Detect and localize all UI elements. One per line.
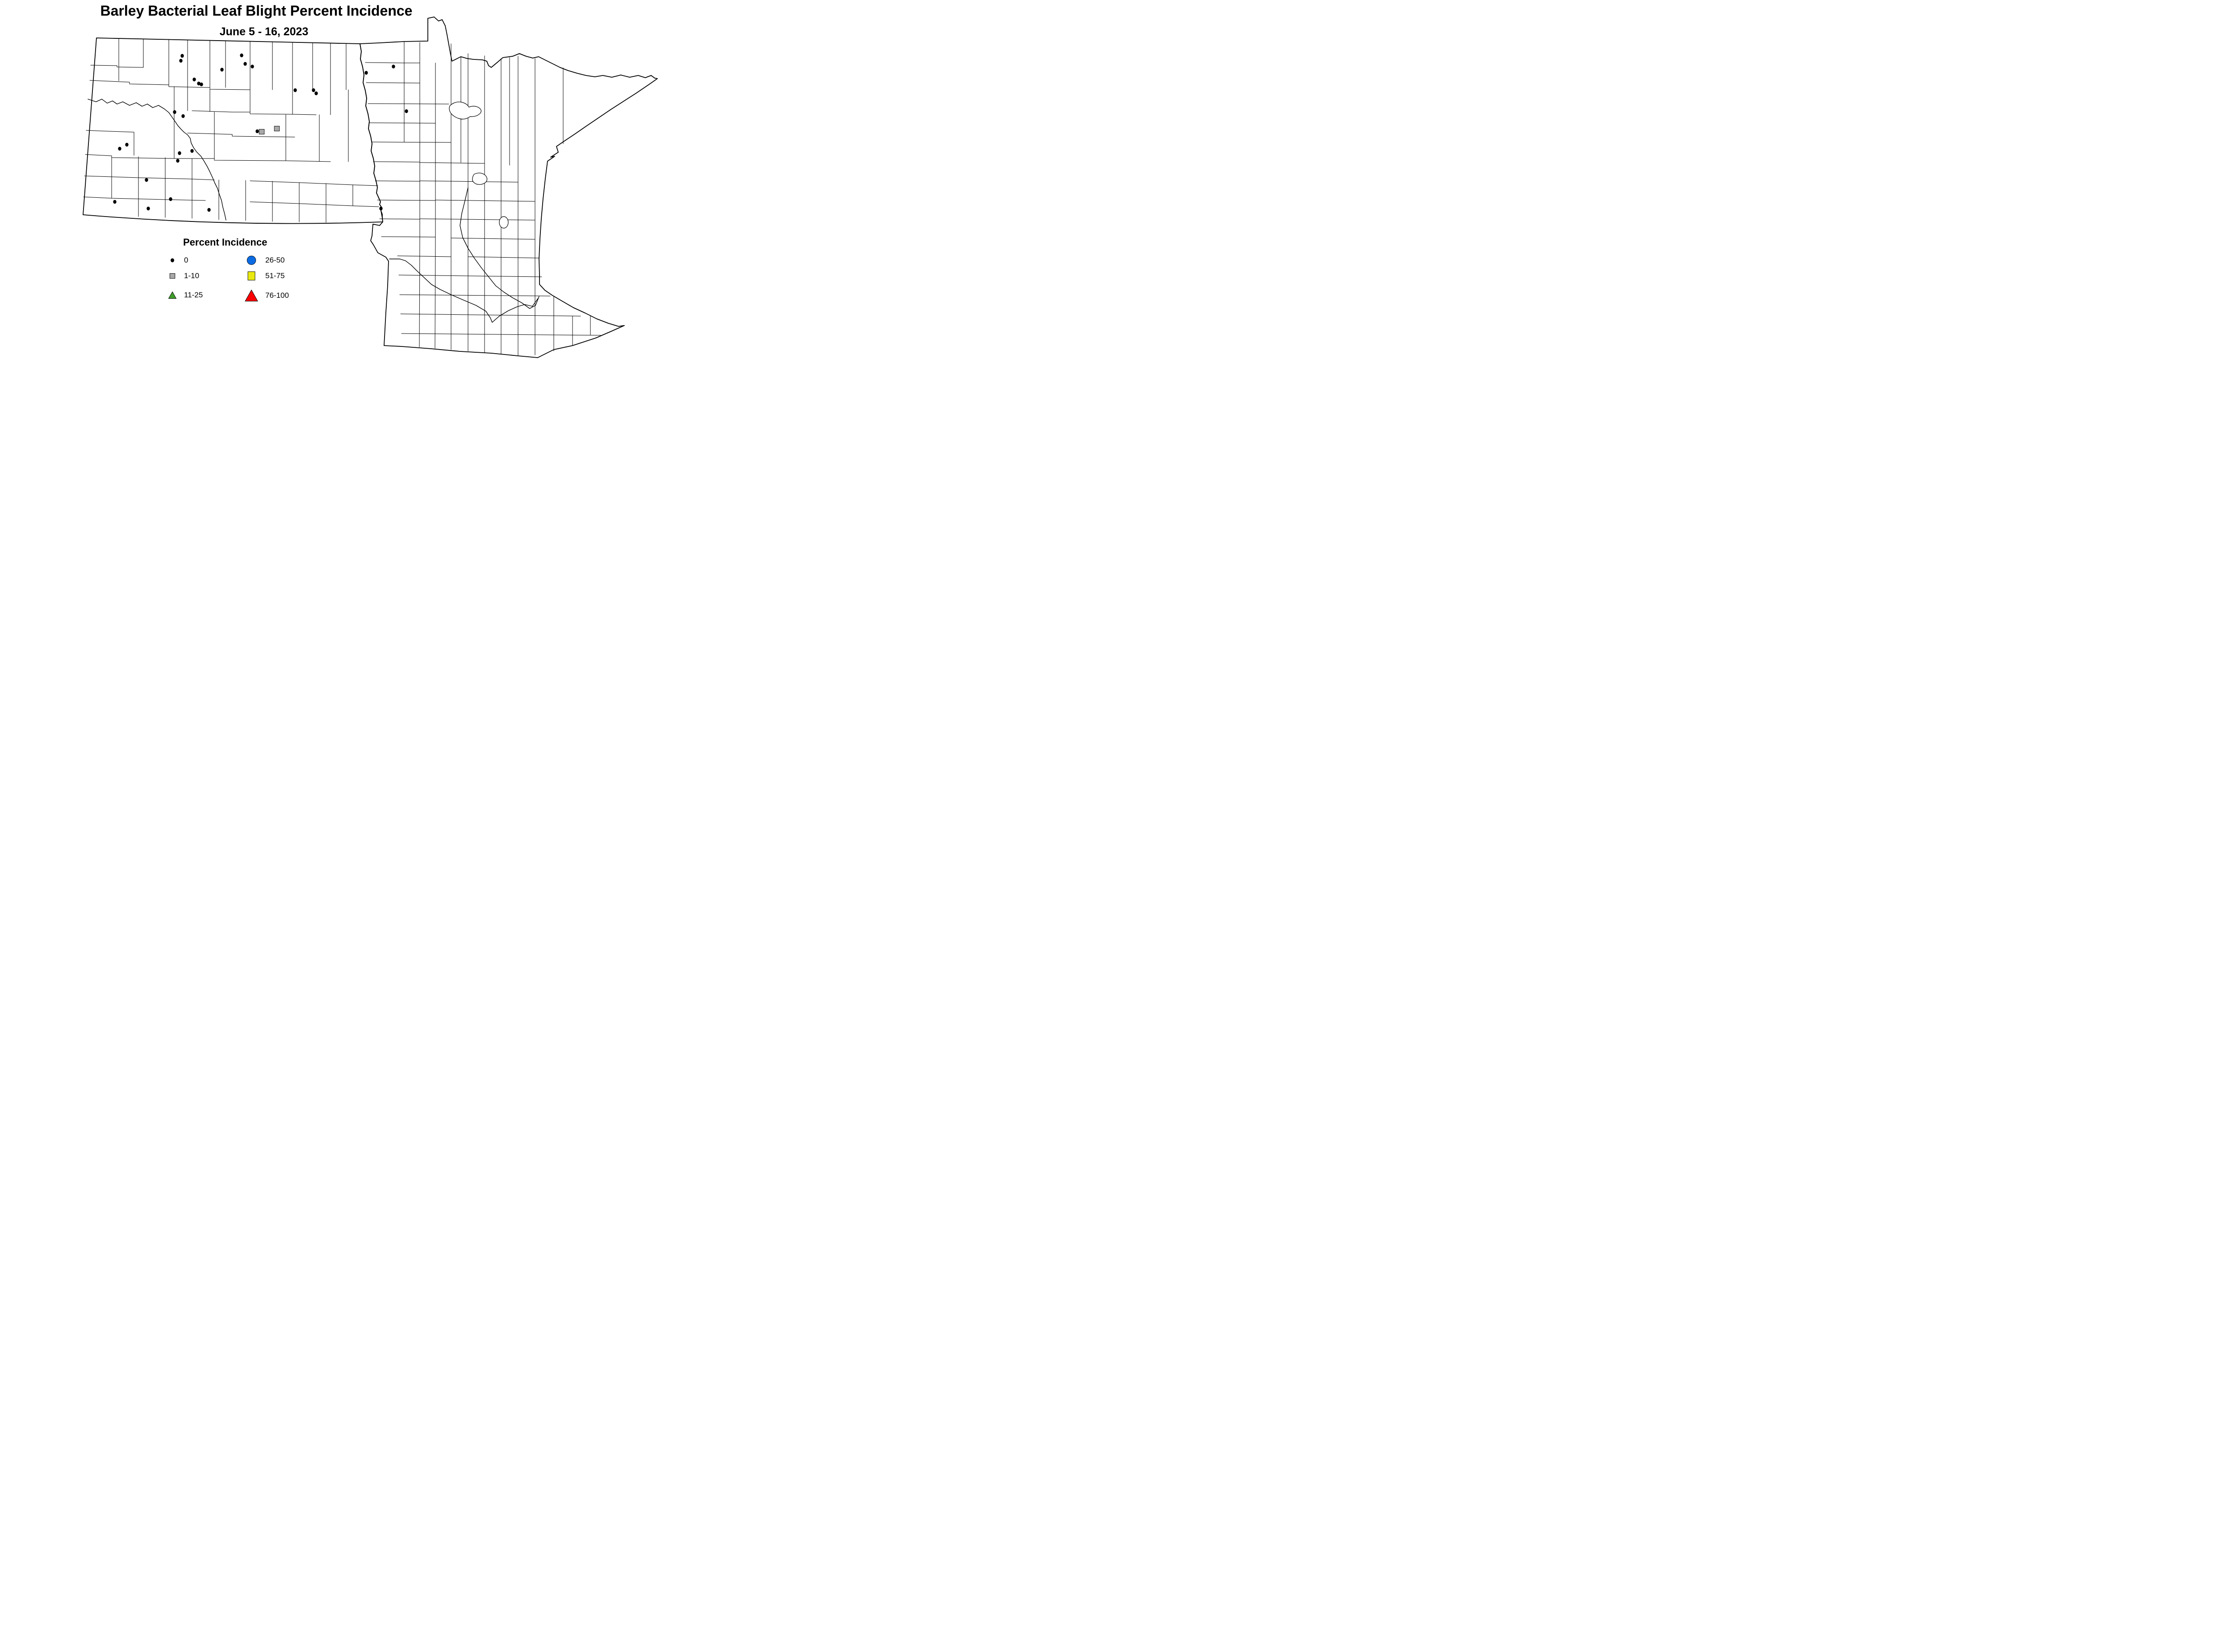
county-boundary bbox=[168, 86, 251, 90]
legend-label: 76-100 bbox=[265, 291, 289, 300]
map-canvas bbox=[83, 17, 658, 358]
incidence-markers bbox=[113, 53, 408, 212]
legend-label: 11-25 bbox=[184, 291, 203, 299]
map-marker-0 bbox=[176, 159, 180, 163]
map-marker-0 bbox=[240, 53, 243, 58]
legend-label: 51-75 bbox=[265, 271, 285, 280]
map-marker-1-10 bbox=[259, 129, 265, 134]
map-marker-0 bbox=[220, 67, 224, 72]
county-boundary bbox=[187, 133, 295, 138]
map-marker-0 bbox=[181, 114, 185, 118]
county-boundary bbox=[399, 294, 551, 296]
legend-item-1-10: 1-10 bbox=[163, 269, 199, 283]
county-boundary bbox=[419, 237, 420, 347]
map-marker-0 bbox=[364, 71, 368, 75]
legend-item-11-25: 11-25 bbox=[163, 288, 203, 302]
map-marker-0 bbox=[255, 129, 259, 133]
county-boundary bbox=[397, 255, 452, 257]
page-subtitle: June 5 - 16, 2023 bbox=[219, 25, 309, 38]
map-marker-0 bbox=[173, 110, 176, 114]
map-marker-0 bbox=[251, 64, 254, 69]
legend-item-26-50: 26-50 bbox=[243, 254, 284, 267]
legend-item-0: 0 bbox=[163, 254, 188, 267]
map-marker-0 bbox=[113, 200, 117, 204]
legend-title: Percent Incidence bbox=[183, 237, 268, 248]
county-boundary bbox=[419, 180, 519, 183]
map-figure: Barley Bacterial Leaf Blight Percent Inc… bbox=[0, 0, 688, 363]
map-marker-0 bbox=[180, 54, 184, 58]
map-marker-0 bbox=[118, 146, 121, 151]
black-dot-icon bbox=[171, 258, 174, 263]
minnesota-outline bbox=[360, 17, 658, 358]
map-marker-0 bbox=[243, 62, 247, 66]
map-marker-1-10 bbox=[274, 126, 280, 131]
green-triangle-icon bbox=[168, 291, 177, 299]
minnesota-river bbox=[389, 259, 539, 323]
county-boundary bbox=[435, 200, 535, 202]
county-boundary bbox=[84, 175, 215, 180]
red-triangle-icon bbox=[245, 289, 258, 301]
map-marker-0 bbox=[314, 91, 318, 96]
county-boundary bbox=[86, 130, 134, 133]
map-marker-0 bbox=[379, 206, 383, 211]
map-marker-0 bbox=[169, 197, 172, 201]
map-marker-0 bbox=[197, 81, 201, 86]
map-marker-0 bbox=[405, 109, 408, 113]
legend-item-51-75: 51-75 bbox=[243, 269, 284, 283]
page-title: Barley Bacterial Leaf Blight Percent Inc… bbox=[100, 3, 413, 19]
mn-county-lines bbox=[365, 41, 601, 356]
map-marker-0 bbox=[293, 88, 297, 92]
legend-item-76-100: 76-100 bbox=[243, 289, 289, 302]
missouri-river bbox=[88, 99, 226, 221]
county-boundary bbox=[192, 110, 317, 115]
county-boundary bbox=[90, 65, 144, 68]
legend-label: 1-10 bbox=[184, 271, 200, 280]
map-marker-0 bbox=[207, 208, 211, 212]
map-marker-0 bbox=[146, 206, 150, 211]
gray-square-icon bbox=[169, 273, 176, 279]
mississippi-river bbox=[460, 187, 539, 309]
county-boundary bbox=[83, 196, 206, 201]
county-boundary bbox=[468, 256, 539, 259]
map-marker-0 bbox=[312, 88, 315, 92]
county-boundary bbox=[89, 80, 169, 85]
red-lake bbox=[449, 101, 481, 120]
leech-lake bbox=[472, 172, 488, 185]
legend-label: 0 bbox=[184, 256, 188, 264]
county-boundary bbox=[250, 180, 378, 186]
yellow-square-icon bbox=[247, 271, 255, 280]
blue-circle-icon bbox=[247, 255, 256, 265]
map-marker-0 bbox=[392, 64, 395, 69]
map-marker-0 bbox=[145, 178, 148, 182]
county-boundary bbox=[398, 275, 542, 277]
map-marker-0 bbox=[178, 151, 181, 155]
map-marker-0 bbox=[179, 58, 183, 63]
map-marker-0 bbox=[190, 149, 194, 153]
county-boundary bbox=[419, 218, 535, 221]
map-marker-0 bbox=[200, 82, 203, 87]
mille-lacs-lake bbox=[499, 216, 509, 229]
legend-label: 26-50 bbox=[265, 256, 285, 264]
county-boundary bbox=[85, 154, 331, 162]
map-marker-0 bbox=[192, 77, 196, 82]
county-boundary bbox=[250, 201, 379, 207]
county-boundary bbox=[451, 238, 535, 240]
north-dakota-outline bbox=[83, 38, 383, 224]
county-boundary bbox=[400, 313, 581, 317]
map-marker-0 bbox=[125, 142, 129, 147]
nd-county-lines bbox=[83, 38, 379, 223]
